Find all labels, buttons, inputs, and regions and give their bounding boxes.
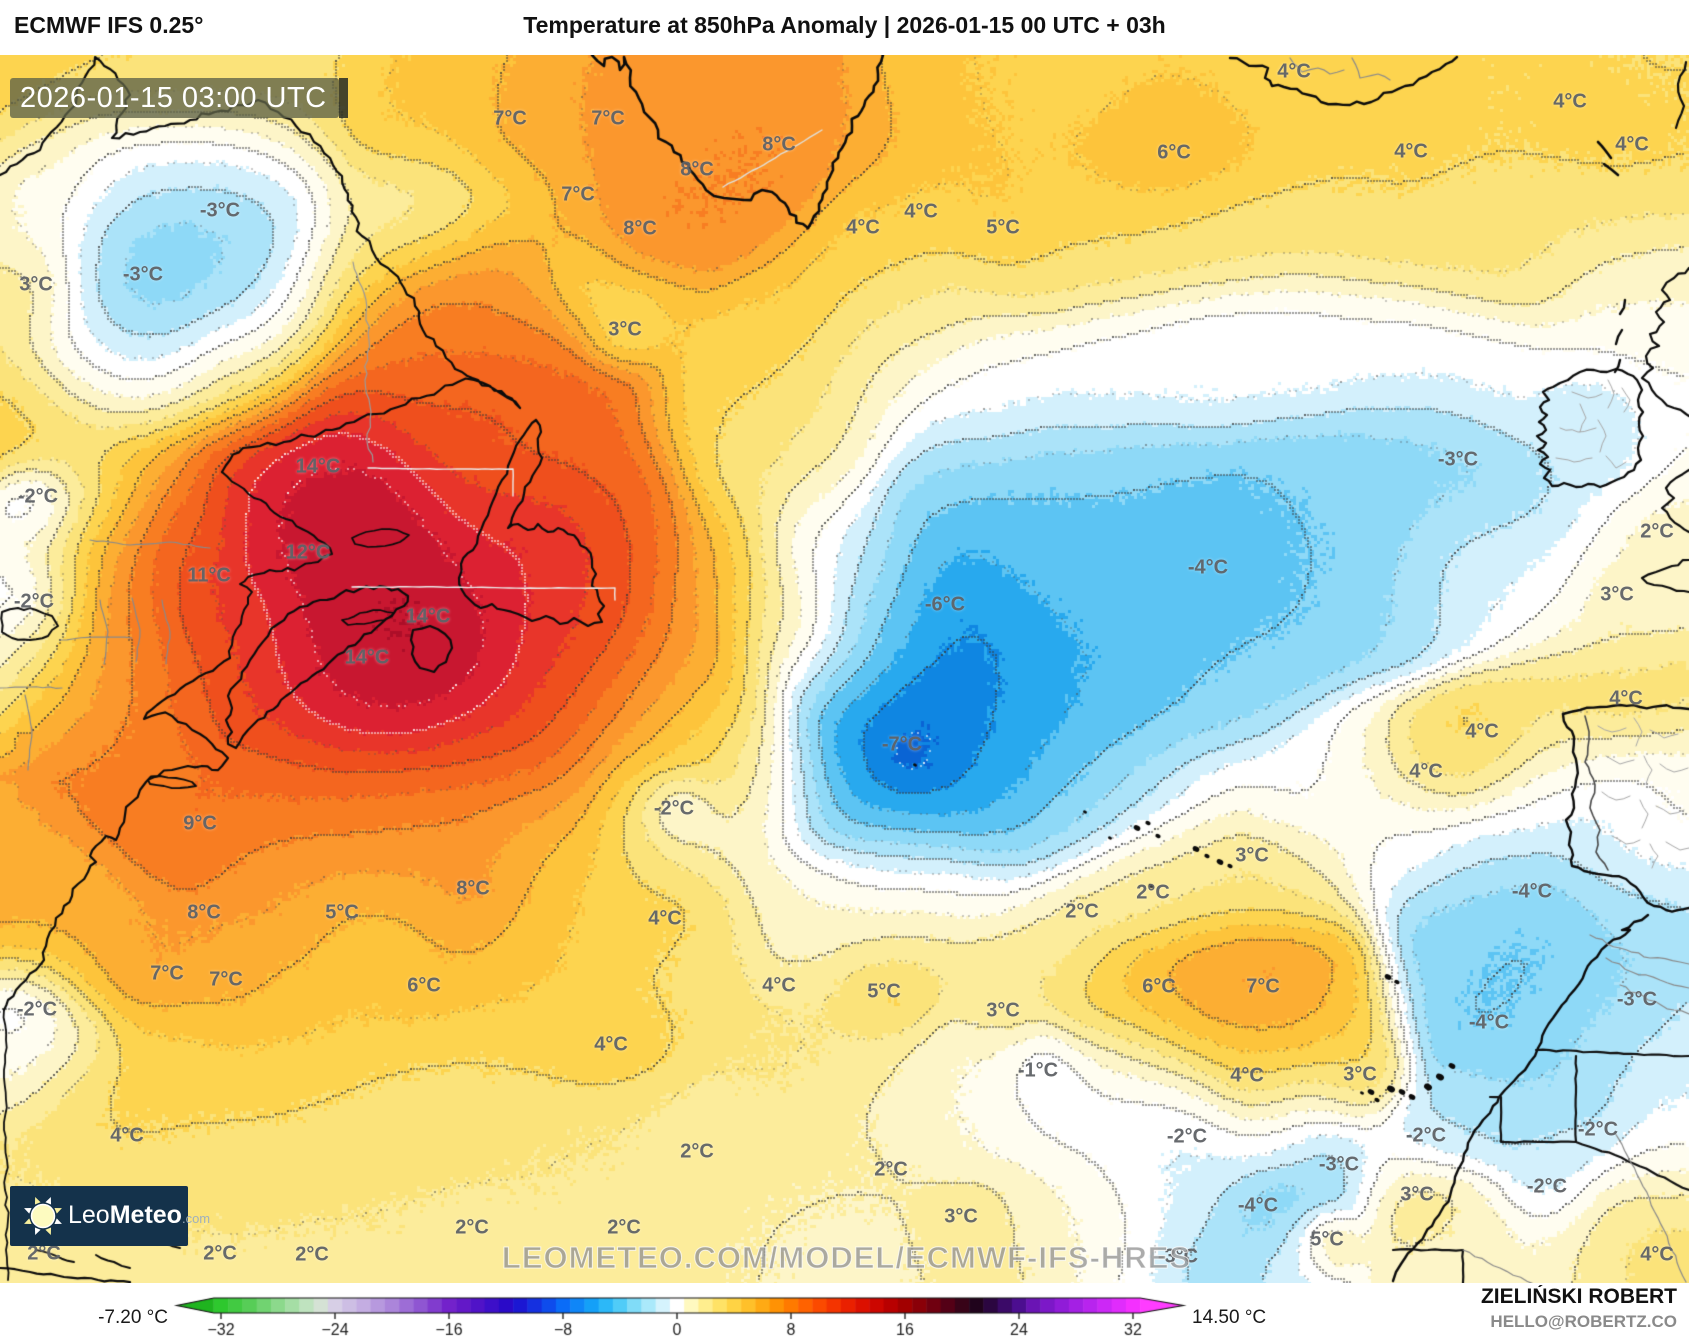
temp-label: 14°C [405,605,451,628]
temp-label: -1°C [1017,1059,1059,1082]
temp-label: -3°C [122,263,164,286]
temp-label: 2°C [874,1158,908,1181]
temp-label: 8°C [623,217,657,240]
temp-label: 2°C [203,1242,237,1265]
temp-label: -4°C [1511,880,1553,903]
temp-label: 2°C [1065,900,1099,923]
temp-label: 5°C [986,216,1020,239]
temp-label: 3°C [986,999,1020,1022]
temp-label: 4°C [1609,687,1643,710]
temp-label: 7°C [591,107,625,130]
logo-text: LeoMeteo.com [68,1201,211,1229]
colorbar [160,1283,1280,1338]
temp-label: -3°C [1616,988,1658,1011]
temp-label: 5°C [1310,1228,1344,1251]
colorbar-max-label: 14.50 °C [1192,1307,1267,1328]
temp-label: 2°C [607,1216,641,1239]
temp-label: -2°C [1405,1124,1447,1147]
model-label: ECMWF IFS 0.25° [14,12,204,38]
colorbar-min-label: -7.20 °C [98,1307,168,1328]
temp-label: 2°C [27,1242,61,1265]
sun-icon [24,1197,62,1235]
author-block: ZIELIŃSKI ROBERT HELLO@ROBERTZ.CO [1481,1285,1677,1332]
temp-label: 6°C [407,974,441,997]
temp-label: -2°C [653,797,695,820]
temp-label: 7°C [1246,975,1280,998]
anomaly-field-canvas [0,55,1689,1283]
temp-label: 4°C [1230,1064,1264,1087]
watermark-text: LEOMETEO.COM/MODEL/ECMWF-IFS-HRES [501,1240,1192,1276]
temp-label: -2°C [17,485,59,508]
temp-label: -4°C [1187,556,1229,579]
temp-label: 4°C [1277,60,1311,83]
temp-label: -3°C [1437,448,1479,471]
temp-label: 6°C [1142,975,1176,998]
temp-label: 8°C [456,877,490,900]
temp-label: 4°C [762,974,796,997]
temp-label: 2°C [1136,881,1170,904]
temp-label: 4°C [1553,90,1587,113]
temp-label: 2°C [455,1216,489,1239]
author-name: ZIELIŃSKI ROBERT [1480,1285,1677,1308]
timestamp-caret [339,78,348,118]
temp-label: 2°C [680,1140,714,1163]
temp-label: 4°C [1640,1243,1674,1266]
temp-label: 3°C [944,1205,978,1228]
temp-label: 3°C [608,318,642,341]
temp-label: 14°C [344,646,390,669]
map-area: 7°C 7°C 8°C 8°C 7°C 8°C 3°C -3°C -3°C 3°C 14°C 12°C… [0,55,1689,1283]
temp-label: 2°C [1640,520,1674,543]
temp-label: -2°C [16,998,58,1021]
temp-label: 4°C [846,216,880,239]
temp-label: 3°C [1343,1063,1377,1086]
temp-label: 4°C [648,907,682,930]
temp-label: -2°C [1526,1175,1568,1198]
temp-label: 2°C [295,1243,329,1266]
temp-label: -2°C [1166,1125,1208,1148]
temp-label: 11°C [187,564,231,587]
temp-label: 12°C [285,541,331,564]
author-email: HELLO@ROBERTZ.CO [1490,1312,1677,1331]
temp-label: 3°C [19,273,53,296]
temp-label: 4°C [1615,133,1649,156]
temp-label: 8°C [762,133,796,156]
temp-label: 6°C [1157,141,1191,164]
temp-label: -4°C [1468,1011,1510,1034]
temp-label: 5°C [867,980,901,1003]
temp-label: 14°C [295,455,341,478]
footer-bar: -7.20 °C 14.50 °C ZIELIŃSKI ROBERT HELLO… [0,1283,1689,1338]
temp-label: 3°C [1600,583,1634,606]
temp-label: 3°C [1235,844,1269,867]
temp-label: 8°C [187,901,221,924]
temp-label: 4°C [1465,720,1499,743]
leometeo-logo: LeoMeteo.com [10,1186,210,1246]
temp-label: 9°C [183,812,217,835]
page-title: Temperature at 850hPa Anomaly | 2026-01-… [523,12,1166,38]
timestamp-box: 2026-01-15 03:00 UTC [10,78,339,118]
temp-label: 7°C [493,107,527,130]
header-bar: ECMWF IFS 0.25° Temperature at 850hPa An… [0,0,1689,55]
temp-label: 5°C [325,901,359,924]
temp-label: -6°C [924,593,966,616]
temp-label: 4°C [110,1124,144,1147]
temp-label: -7°C [881,733,923,756]
temp-label: -3°C [1318,1153,1360,1176]
temp-label: -2°C [13,590,55,613]
temp-label: 3°C [1400,1183,1434,1206]
temp-label: 7°C [209,968,243,991]
temp-label: -3°C [1157,1245,1199,1268]
temp-label: 4°C [1394,140,1428,163]
temp-label: 7°C [150,962,184,985]
temp-label: -2°C [1577,1118,1619,1141]
temp-label: 4°C [904,200,938,223]
temp-label: 8°C [680,158,714,181]
temp-label: -4°C [1237,1194,1279,1217]
temp-label: 4°C [1409,760,1443,783]
temp-label: 4°C [594,1033,628,1056]
temp-label: -3°C [199,199,241,222]
temp-label: 7°C [561,183,595,206]
